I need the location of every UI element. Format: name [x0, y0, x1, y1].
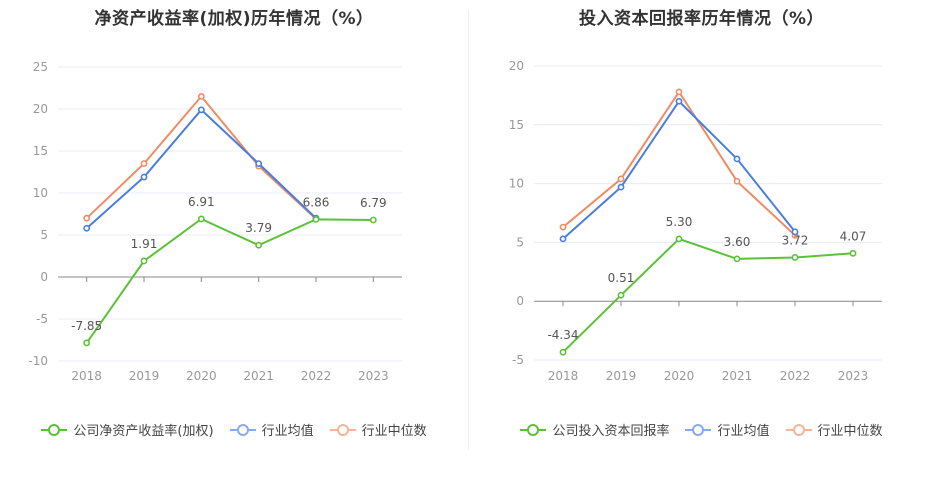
y-tick-label: -5 — [36, 312, 48, 326]
x-tick-label: 2019 — [129, 369, 160, 383]
y-tick-label: 10 — [509, 177, 524, 191]
data-point — [559, 235, 567, 243]
data-point — [675, 88, 683, 96]
legend-item-industry-avg[interactable]: 行业均值 — [229, 420, 314, 439]
roe-chart-plot: 25 20 15 10 5 0 -5 -10 2018 2019 2020 2021 2022 2023 -… — [28, 60, 402, 383]
y-tick-label: 25 — [33, 60, 48, 74]
data-point — [559, 223, 567, 231]
y-tick-label: 20 — [33, 102, 48, 116]
data-point — [617, 183, 625, 191]
y-tick-label: 15 — [33, 144, 48, 158]
roe-chart-panel: 净资产收益率(加权)历年情况（%） 25 20 15 10 5 0 -5 -10 2018 201… — [0, 9, 468, 439]
legend-item-industry-median[interactable]: 行业中位数 — [329, 420, 427, 439]
x-tick-label: 2021 — [243, 369, 274, 383]
data-point — [197, 106, 205, 114]
x-tick-label: 2018 — [71, 369, 102, 383]
data-point — [140, 257, 148, 265]
data-point — [312, 215, 320, 223]
x-tick-label: 2023 — [838, 369, 869, 383]
legend-marker-icon — [685, 423, 712, 436]
y-tick-label: 15 — [509, 118, 524, 132]
y-tick-label: 5 — [40, 228, 48, 242]
data-point — [369, 216, 377, 224]
legend-label: 行业中位数 — [817, 424, 883, 439]
series-line — [85, 217, 374, 344]
x-tick-label: 2018 — [548, 369, 579, 383]
data-label: -7.85 — [71, 319, 102, 333]
y-tick-label: -10 — [28, 354, 48, 368]
legend-marker-icon — [785, 423, 812, 436]
panel-divider — [468, 10, 469, 450]
data-label: 4.07 — [840, 229, 867, 243]
data-point — [140, 173, 148, 181]
data-label: 1.91 — [131, 237, 158, 251]
data-point — [733, 155, 741, 163]
data-point — [197, 215, 205, 223]
y-tick-label: 10 — [33, 186, 48, 200]
legend-label: 公司净资产收益率(加权) — [73, 424, 214, 439]
legend-item-company[interactable]: 公司投入资本回报率 — [520, 420, 669, 439]
data-label: 6.86 — [303, 195, 330, 209]
series-line — [562, 237, 854, 353]
data-point — [791, 254, 799, 261]
data-point — [617, 291, 625, 299]
x-tick-label: 2022 — [301, 369, 332, 383]
chart-title: 净资产收益率(加权)历年情况（%） — [94, 9, 374, 29]
data-point — [140, 160, 148, 167]
data-point — [83, 214, 91, 222]
series-line — [562, 90, 796, 237]
legend-marker-icon — [520, 423, 547, 436]
roic-chart-plot: 20 15 10 5 0 -5 2018 2019 2020 2021 2022 2023 -4.34 0… — [509, 59, 882, 383]
x-tick-label: 2021 — [722, 369, 753, 383]
data-point — [791, 228, 799, 236]
chart-legend: 公司净资产收益率(加权) 行业均值 行业中位数 — [0, 420, 468, 439]
y-tick-label: -5 — [512, 353, 524, 367]
x-tick-label: 2023 — [358, 369, 389, 383]
data-label: -4.34 — [547, 328, 578, 342]
data-label: 6.79 — [360, 196, 387, 210]
data-point — [849, 249, 857, 257]
legend-label: 公司投入资本回报率 — [552, 424, 670, 439]
data-point — [255, 241, 263, 249]
data-label: 6.91 — [188, 195, 215, 209]
data-point — [197, 93, 205, 100]
data-label: 3.60 — [724, 235, 751, 249]
legend-marker-icon — [329, 423, 356, 436]
roic-chart-panel: 投入资本回报率历年情况（%） 20 15 10 5 0 -5 2018 2019 2020 202… — [468, 0, 935, 480]
y-tick-label: 0 — [516, 294, 524, 308]
data-point — [559, 348, 567, 356]
data-point — [675, 235, 683, 243]
data-point — [83, 224, 91, 232]
series-line — [86, 108, 317, 230]
data-point — [255, 160, 263, 167]
data-point — [617, 175, 625, 183]
data-point — [733, 177, 741, 185]
data-label: 0.51 — [608, 271, 635, 285]
legend-item-industry-median[interactable]: 行业中位数 — [785, 420, 883, 439]
y-tick-label: 5 — [516, 235, 524, 249]
data-label: 3.72 — [782, 233, 809, 247]
x-tick-label: 2020 — [664, 369, 695, 383]
x-tick-label: 2022 — [780, 369, 811, 383]
data-point — [675, 97, 683, 105]
legend-label: 行业均值 — [261, 424, 314, 439]
data-label: 3.79 — [245, 221, 272, 235]
legend-label: 行业均值 — [717, 424, 770, 439]
legend-marker-icon — [229, 423, 256, 436]
data-point — [83, 339, 91, 347]
y-tick-label: 20 — [509, 59, 524, 73]
x-tick-label: 2019 — [606, 369, 637, 383]
chart-legend: 公司投入资本回报率 行业均值 行业中位数 — [468, 420, 935, 439]
legend-marker-icon — [41, 423, 68, 436]
legend-label: 行业中位数 — [361, 424, 427, 439]
chart-title: 投入资本回报率历年情况（%） — [578, 9, 825, 29]
legend-item-industry-avg[interactable]: 行业均值 — [685, 420, 770, 439]
data-label: 5.30 — [666, 215, 693, 229]
y-tick-label: 0 — [40, 270, 48, 284]
data-point — [733, 255, 741, 263]
x-tick-label: 2020 — [186, 369, 217, 383]
legend-item-company[interactable]: 公司净资产收益率(加权) — [41, 420, 214, 439]
